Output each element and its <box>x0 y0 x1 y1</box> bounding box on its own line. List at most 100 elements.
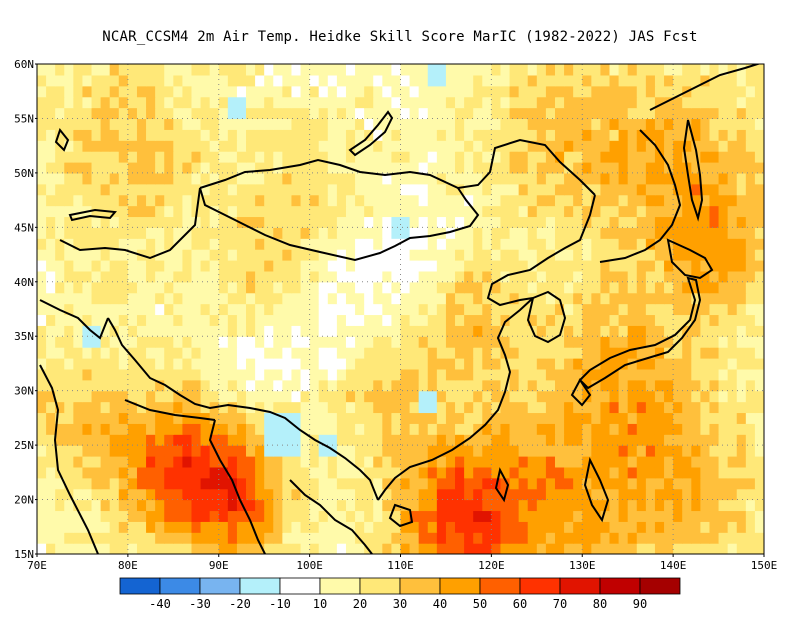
field-cell <box>309 368 320 381</box>
field-cell <box>591 303 602 316</box>
field-cell <box>155 358 165 370</box>
field-cell <box>564 532 574 544</box>
field-cell <box>100 183 111 196</box>
field-cell <box>155 445 165 457</box>
russia-mongolia-border <box>199 138 596 196</box>
field-cell <box>654 401 665 414</box>
field-cell <box>727 303 738 316</box>
field-cell <box>527 118 538 130</box>
field-cell <box>536 96 547 109</box>
field-cell <box>209 336 220 348</box>
field-cell <box>46 423 56 435</box>
field-cell <box>636 379 647 392</box>
field-cell <box>736 510 747 522</box>
field-cell <box>691 260 701 272</box>
field-cell <box>745 368 756 381</box>
field-cell <box>582 358 592 370</box>
field-cell <box>46 445 56 457</box>
field-cell <box>146 499 156 512</box>
field-cell <box>700 336 711 348</box>
field-cell <box>700 368 711 381</box>
field-cell <box>554 543 565 554</box>
field-cell <box>218 194 229 207</box>
field-cell <box>418 423 429 435</box>
field-cell <box>754 314 764 326</box>
field-cell <box>227 151 238 163</box>
field-cell <box>373 499 383 512</box>
field-cell <box>509 162 520 174</box>
field-cell <box>382 205 393 218</box>
hainan <box>388 503 414 528</box>
field-cell <box>218 336 229 348</box>
field-cell <box>636 270 647 283</box>
field-cell <box>709 107 720 120</box>
field-cell <box>373 227 383 239</box>
field-cell <box>264 238 274 250</box>
field-cell <box>164 96 174 109</box>
field-cell <box>400 140 411 152</box>
field-cell <box>91 466 102 479</box>
field-cell <box>64 412 74 424</box>
field-cell <box>609 412 620 424</box>
field-cell <box>673 510 683 522</box>
field-cell <box>236 151 247 163</box>
field-cell <box>109 434 120 446</box>
field-cell <box>427 510 438 522</box>
field-cell <box>473 423 483 435</box>
field-cell <box>382 140 393 152</box>
field-cell <box>355 303 365 316</box>
field-cell <box>573 162 583 174</box>
field-cell <box>55 270 65 283</box>
field-cell <box>673 423 683 435</box>
field-cell <box>227 129 238 141</box>
field-cell <box>500 281 511 294</box>
field-cell <box>718 292 729 305</box>
field-cell <box>164 172 174 185</box>
field-cell <box>364 368 374 381</box>
field-cell <box>754 532 764 544</box>
field-cell <box>46 249 56 261</box>
field-cell <box>473 521 483 533</box>
field-cell <box>700 183 711 196</box>
field-cell <box>364 456 374 468</box>
field-cell <box>300 270 311 283</box>
field-cell <box>127 532 138 544</box>
field-cell <box>46 510 56 522</box>
field-cell <box>246 238 256 250</box>
field-cell <box>373 445 383 457</box>
field-cell <box>754 205 764 218</box>
field-cell <box>64 151 74 163</box>
field-cell <box>264 401 274 414</box>
field-cell <box>455 85 465 98</box>
field-cell <box>82 194 93 207</box>
field-cell <box>255 107 265 120</box>
field-cell <box>682 347 692 359</box>
field-cell <box>618 151 629 163</box>
field-cell <box>418 434 429 446</box>
field-cell <box>536 336 547 348</box>
field-cell <box>609 379 620 392</box>
field-cell <box>736 129 747 141</box>
field-cell <box>273 292 283 305</box>
field-cell <box>127 227 138 239</box>
field-cell <box>536 303 547 316</box>
field-cell <box>400 456 411 468</box>
field-cell <box>709 118 720 130</box>
field-cell <box>654 151 665 163</box>
field-cell <box>518 314 529 326</box>
field-cell <box>182 423 193 435</box>
field-cell <box>91 74 102 87</box>
field-cell <box>645 107 656 120</box>
field-cell <box>91 281 102 294</box>
field-cell <box>536 74 547 87</box>
field-cell <box>55 64 65 76</box>
field-cell <box>609 358 620 370</box>
field-cell <box>564 183 574 196</box>
field-cell <box>518 194 529 207</box>
field-cell <box>609 216 620 228</box>
field-cell <box>409 510 420 522</box>
field-cell <box>436 434 447 446</box>
field-cell <box>664 151 674 163</box>
field-cell <box>627 336 638 348</box>
field-cell <box>291 358 302 370</box>
